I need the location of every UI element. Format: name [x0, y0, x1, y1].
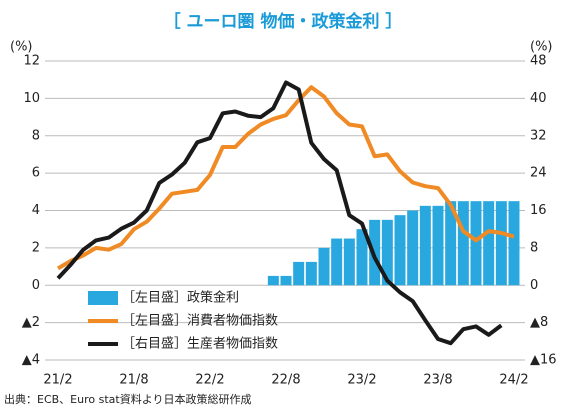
chart-title: ［ ユーロ圏 物価・政策金利 ］ — [164, 11, 403, 32]
y2-tick-label: 0 — [530, 278, 538, 293]
y-tick-label: 10 — [23, 91, 40, 106]
y2-tick-label: 32 — [530, 128, 547, 143]
y-tick-label: 2 — [32, 240, 40, 255]
legend-label: ［左目盛］消費者物価指数 — [122, 314, 278, 329]
y-tick-label: ▲2 — [22, 315, 40, 330]
x-tick-label: 22/8 — [271, 373, 300, 388]
source: 出典：ECB、Euro stat資料より日本政策総研作成 — [4, 392, 251, 406]
y2-tick-label: 40 — [530, 91, 547, 106]
x-tick-label: 23/8 — [423, 373, 452, 388]
bar — [267, 275, 279, 286]
bar — [356, 229, 368, 286]
x-tick-label: 21/2 — [43, 373, 72, 388]
x-tick-label: 22/2 — [195, 373, 224, 388]
bar — [381, 219, 393, 286]
y-axis-unit: (%) — [10, 40, 33, 55]
y2-tick-label: 16 — [530, 203, 547, 218]
y2-tick-label: 8 — [530, 240, 538, 255]
bar — [445, 201, 457, 286]
y2-tick-label: ▲16 — [530, 353, 557, 368]
y2-tick-label: 48 — [530, 54, 547, 69]
y2-axis-unit: (%) — [530, 40, 553, 55]
bar — [280, 275, 292, 286]
y-tick-label: ▲4 — [22, 353, 40, 368]
bar — [432, 205, 444, 286]
y-tick-label: 8 — [32, 128, 40, 143]
y-tick-label: 12 — [23, 54, 40, 69]
bar — [495, 201, 507, 286]
bar — [293, 261, 305, 286]
line — [56, 85, 515, 271]
legend-label: ［左目盛］政策金利 — [122, 290, 239, 306]
bar — [457, 201, 469, 286]
line — [56, 80, 503, 346]
y2-tick-label: 24 — [530, 166, 547, 181]
legend-swatch — [88, 291, 118, 305]
bar — [318, 247, 330, 286]
bar — [305, 261, 317, 286]
y-tick-label: 4 — [32, 203, 40, 218]
bar — [483, 201, 495, 286]
bar — [419, 205, 431, 286]
bar — [394, 215, 406, 286]
x-tick-label: 21/8 — [119, 373, 148, 388]
y2-tick-label: ▲8 — [530, 315, 548, 330]
y-tick-label: 0 — [32, 278, 40, 293]
legend-label: ［右目盛］生産者物価指数 — [122, 336, 278, 352]
bar — [343, 238, 355, 286]
bar — [407, 210, 419, 286]
x-tick-label: 23/2 — [347, 373, 376, 388]
bar — [508, 201, 520, 286]
bar — [331, 238, 343, 286]
y-tick-label: 6 — [32, 166, 40, 181]
bar — [470, 201, 482, 286]
x-tick-label: 24/2 — [499, 373, 528, 388]
